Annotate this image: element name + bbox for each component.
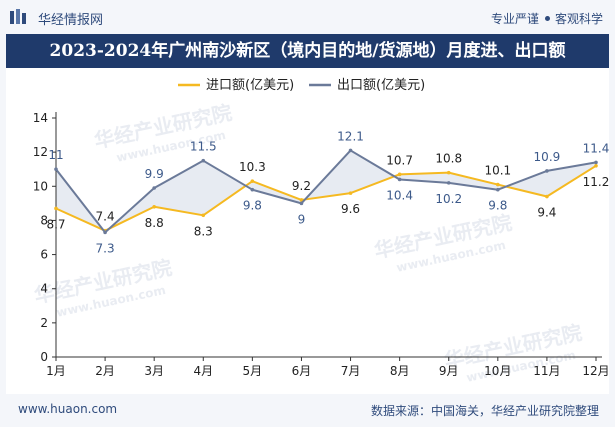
title-bar: 2023-2024年广州南沙新区（境内目的地/货源地）月度进、出口额 <box>6 34 609 68</box>
series-line-export <box>55 149 597 234</box>
data-point-import <box>152 204 156 209</box>
footer-site: www.huaon.com <box>18 402 118 416</box>
data-label-export: 11.4 <box>583 141 609 155</box>
legend-label-import: 进口额(亿美元) <box>206 78 294 93</box>
data-point-import <box>348 191 353 195</box>
tagline-left: 专业严谨 <box>490 12 539 26</box>
data-label-import: 8.7 <box>46 217 65 231</box>
data-label-export: 10.9 <box>534 150 561 164</box>
data-point-export <box>299 201 304 206</box>
footer-source: 数据来源：中国海关，华经产业研究院整理 <box>370 404 599 418</box>
data-point-export <box>348 148 353 153</box>
data-point-import <box>250 179 255 183</box>
x-tick-label: 12月 <box>582 364 609 378</box>
data-label-export: 9 <box>298 212 306 226</box>
x-tick-label: 11月 <box>533 364 560 378</box>
legend-label-export: 出口额(亿美元) <box>337 78 425 93</box>
data-label-import: 11.2 <box>583 175 609 189</box>
data-point-import <box>397 172 402 177</box>
data-label-export: 11.5 <box>190 140 217 154</box>
data-label-import: 8.3 <box>194 224 213 238</box>
data-point-export <box>152 186 156 190</box>
y-tick-label: 2 <box>40 316 48 330</box>
data-label-export: 12.1 <box>337 129 364 143</box>
y-tick-label: 8 <box>40 213 48 227</box>
y-tick-label: 10 <box>33 179 48 193</box>
x-tick-label: 4月 <box>193 364 213 378</box>
brand-name: 华经情报网 <box>38 13 104 28</box>
x-tick-label: 3月 <box>144 364 164 378</box>
data-point-import <box>54 206 58 211</box>
separator-dot-icon <box>544 16 550 21</box>
x-tick-label: 7月 <box>341 364 361 378</box>
data-label-import: 10.8 <box>435 152 462 166</box>
data-point-export <box>594 160 598 165</box>
data-point-import <box>545 194 549 199</box>
data-point-import <box>594 164 598 168</box>
chart-area: 华经产业研究院 www.huaon.com 华经产业研究院 www.huaon.com… <box>6 68 609 394</box>
data-point-export <box>496 187 500 192</box>
data-label-import: 10.7 <box>386 153 413 167</box>
x-tick-label: 6月 <box>292 364 312 378</box>
data-label-import: 9.4 <box>537 206 556 220</box>
chart-title: 2023-2024年广州南沙新区（境内目的地/货源地）月度进、出口额 <box>49 41 566 61</box>
footer: www.huaon.com 数据来源：中国海关，华经产业研究院整理 <box>0 394 615 427</box>
data-label-import: 7.4 <box>96 210 115 224</box>
data-point-export <box>545 169 549 173</box>
data-point-import <box>299 198 304 202</box>
data-point-import <box>446 170 451 175</box>
y-tick-label: 12 <box>33 145 48 159</box>
x-tick-label: 5月 <box>243 364 263 378</box>
top-bar: 华经情报网 专业严谨 客观科学 <box>0 0 615 34</box>
x-tick-label: 2月 <box>95 364 115 378</box>
data-label-export: 9.8 <box>243 199 262 213</box>
data-label-export: 9.8 <box>488 199 507 213</box>
y-tick-label: 4 <box>40 282 48 296</box>
data-point-import <box>201 213 206 218</box>
series-gap-area <box>56 150 596 233</box>
line-chart: 华经产业研究院www.huaon.com华经产业研究院www.huaon.com… <box>32 78 609 385</box>
data-point-export <box>446 181 451 185</box>
data-point-export <box>397 177 402 182</box>
data-label-export: 9.9 <box>145 167 164 181</box>
data-label-export: 10.2 <box>435 192 462 206</box>
x-tick-label: 9月 <box>439 364 459 378</box>
x-tick-label: 10月 <box>484 364 511 378</box>
data-label-export: 7.3 <box>96 241 115 255</box>
tagline-right: 客观科学 <box>554 12 603 26</box>
data-label-import: 9.2 <box>292 179 311 193</box>
data-point-export <box>54 167 58 172</box>
x-tick-label: 8月 <box>390 364 410 378</box>
data-point-export <box>250 187 255 192</box>
y-tick-label: 6 <box>40 248 48 262</box>
data-point-export <box>201 158 206 163</box>
data-point-export <box>103 230 107 235</box>
data-label-export: 11 <box>48 148 63 162</box>
y-tick-label: 0 <box>40 350 48 364</box>
data-label-import: 9.6 <box>341 202 360 216</box>
y-tick-label: 14 <box>33 111 48 125</box>
x-tick-label: 1月 <box>46 364 66 378</box>
brand-logo-icon <box>10 9 26 24</box>
tagline: 专业严谨 客观科学 <box>491 10 603 27</box>
data-label-import: 8.8 <box>145 216 164 230</box>
data-point-import <box>496 182 500 187</box>
data-label-import: 10.3 <box>239 160 266 174</box>
data-label-export: 10.4 <box>386 188 413 202</box>
data-label-import: 10.1 <box>484 164 511 178</box>
